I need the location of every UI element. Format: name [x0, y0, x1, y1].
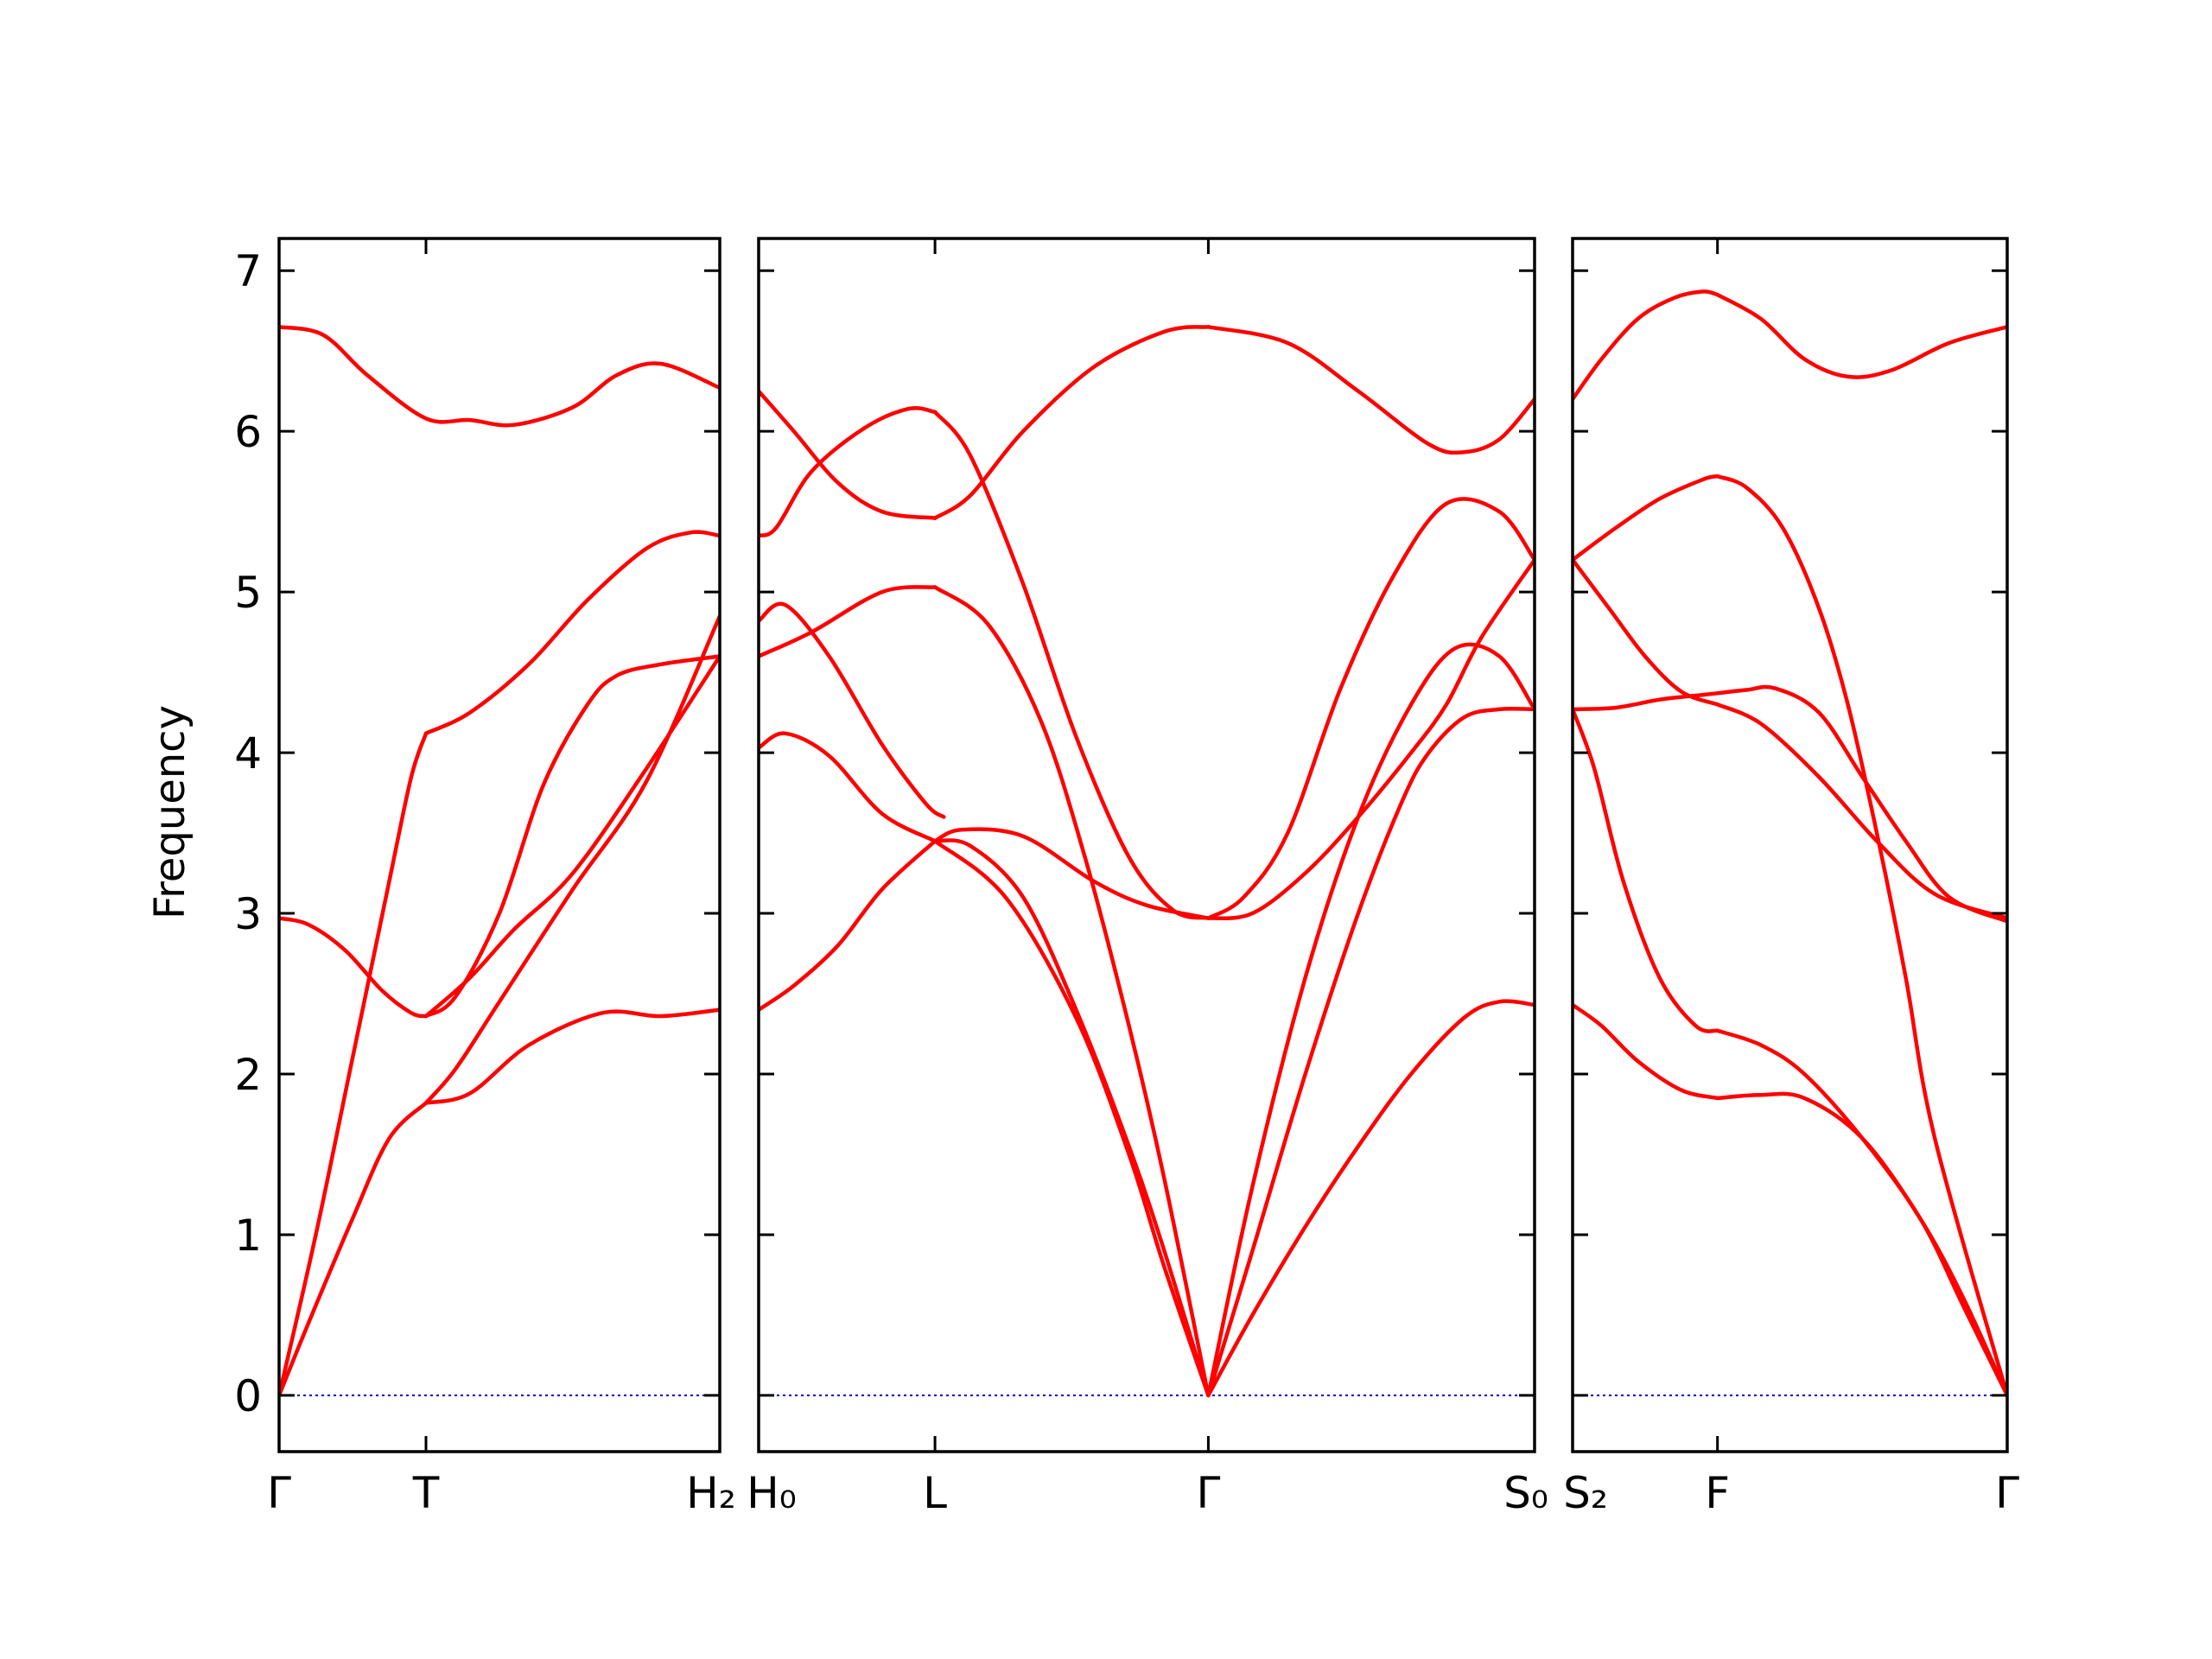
band-line: [1715, 1091, 2007, 1398]
band-line: [279, 731, 429, 1398]
y-tick-label: 0: [234, 1371, 262, 1421]
band-line: [1573, 474, 1719, 563]
band-line: [1206, 642, 1535, 1398]
band-line: [423, 654, 720, 1019]
band-line: [759, 731, 938, 843]
band-line: [1573, 557, 1719, 707]
band-line: [1573, 289, 1719, 402]
band-line: [759, 389, 938, 520]
band-line: [1573, 1002, 1719, 1101]
band-line: [279, 916, 429, 1019]
band-line: [932, 827, 1211, 920]
band-line: [759, 601, 946, 819]
y-axis-label: Frequency: [146, 705, 194, 919]
y-tick-label: 2: [234, 1050, 262, 1100]
x-tick-label: L: [923, 1468, 947, 1518]
y-tick-label: 6: [234, 407, 262, 457]
y-tick-label: 1: [234, 1211, 262, 1261]
panel-frame: [757, 237, 1536, 1453]
band-line: [279, 1101, 429, 1398]
band-line: [1715, 702, 2007, 920]
band-lines: [279, 325, 720, 1398]
band-line: [932, 585, 1211, 1398]
panel-2: H₀ L Γ S₀: [747, 237, 1548, 1518]
band-line: [759, 839, 938, 1012]
x-tick-label: T: [412, 1468, 440, 1518]
band-line: [1715, 1028, 2007, 1398]
panel-frame: [277, 237, 721, 1453]
y-tick-label: 3: [234, 889, 262, 939]
band-line: [1715, 684, 2007, 924]
band-line: [1715, 474, 2007, 1398]
panel-1: 0 1 2 3 4 5 6 7 Γ T H₂: [234, 237, 736, 1518]
y-tick-label: 5: [234, 568, 262, 618]
band-line: [759, 585, 938, 658]
x-tick-label: F: [1705, 1468, 1730, 1518]
band-line: [1206, 497, 1535, 920]
panel-3: S₂ F Γ: [1563, 237, 2019, 1518]
band-line: [1206, 999, 1535, 1398]
band-line: [423, 530, 720, 736]
band-lines: [759, 325, 1535, 1398]
y-tick-label: 7: [234, 246, 262, 296]
band-line: [932, 838, 1211, 1398]
band-line: [423, 613, 720, 1105]
band-line: [1206, 706, 1535, 1398]
band-line: [1206, 325, 1535, 455]
x-tick-label: Γ: [1995, 1468, 2019, 1518]
band-line: [1573, 691, 1719, 712]
x-tick-label: S₂: [1563, 1468, 1608, 1518]
x-tick-label: Γ: [1197, 1468, 1221, 1518]
x-tick-label: H₂: [686, 1468, 736, 1518]
y-tick-label: 4: [234, 728, 262, 779]
band-line: [1573, 707, 1719, 1033]
band-line: [1715, 292, 2007, 379]
band-line: [932, 325, 1211, 520]
band-line: [1206, 557, 1535, 920]
x-tick-label: H₀: [747, 1468, 797, 1518]
band-line: [279, 325, 720, 428]
band-line: [759, 406, 938, 538]
panels-layer: 0 1 2 3 4 5 6 7 Γ T H₂ H₀ L Γ S₀ S₂ F Γ: [234, 237, 2019, 1518]
panel-frame: [1571, 237, 2009, 1453]
band-line: [932, 839, 1211, 1398]
band-line: [932, 410, 1211, 920]
x-tick-label: Γ: [267, 1468, 291, 1518]
band-lines: [1573, 289, 2007, 1398]
band-line: [423, 1007, 720, 1105]
x-tick-label: S₀: [1503, 1468, 1548, 1518]
